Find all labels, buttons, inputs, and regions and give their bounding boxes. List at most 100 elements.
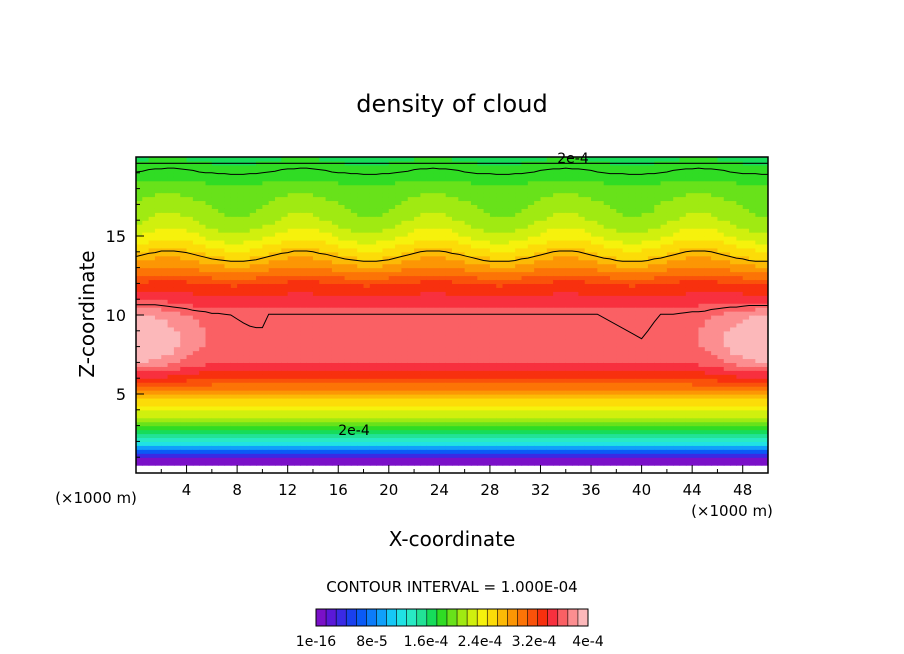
density-cell	[382, 172, 390, 178]
density-cell	[186, 243, 194, 249]
density-cell	[148, 390, 156, 395]
density-cell	[287, 208, 295, 213]
density-cell	[154, 247, 162, 253]
density-cell	[294, 354, 301, 360]
density-cell	[527, 303, 535, 308]
density-cell	[268, 461, 276, 466]
density-cell	[458, 307, 466, 312]
density-cell	[142, 232, 150, 237]
density-cell	[445, 255, 453, 261]
density-cell	[420, 342, 428, 348]
density-cell	[369, 180, 377, 186]
density-cell	[256, 394, 263, 399]
density-cell	[167, 405, 175, 411]
density-cell	[224, 350, 232, 356]
density-cell	[148, 421, 156, 427]
density-cell	[268, 413, 276, 419]
density-cell	[287, 196, 295, 202]
density-cell	[218, 322, 226, 328]
density-cell	[294, 247, 301, 253]
density-cell	[192, 212, 200, 217]
density-cell	[167, 453, 175, 458]
density-cell	[445, 299, 453, 304]
density-cell	[319, 263, 327, 269]
density-cell	[230, 338, 238, 344]
density-cell	[477, 409, 485, 415]
density-cell	[382, 350, 390, 356]
density-cell	[395, 267, 403, 273]
density-cell	[477, 184, 485, 190]
density-cell	[483, 192, 491, 198]
density-cell	[357, 417, 365, 423]
density-cell	[306, 243, 314, 249]
density-cell	[414, 338, 421, 344]
density-cell	[319, 413, 327, 419]
density-cell	[218, 401, 226, 407]
density-cell	[300, 338, 308, 344]
density-cell	[300, 386, 308, 391]
density-cell	[312, 239, 320, 245]
density-cell	[445, 441, 453, 446]
density-cell	[249, 283, 257, 288]
density-cell	[395, 425, 403, 431]
density-cell	[458, 326, 466, 332]
density-cell	[224, 255, 232, 261]
density-cell	[142, 409, 150, 415]
density-cell	[439, 200, 447, 205]
density-cell	[477, 453, 485, 458]
density-cell	[281, 200, 289, 205]
density-cell	[300, 212, 308, 217]
density-cell	[262, 303, 270, 308]
density-cell	[439, 224, 447, 229]
density-cell	[287, 346, 295, 352]
density-cell	[395, 212, 403, 217]
density-cell	[268, 247, 276, 253]
density-cell	[508, 315, 516, 320]
density-cell	[477, 350, 485, 356]
density-cell	[287, 164, 295, 170]
density-cell	[458, 188, 466, 194]
density-cell	[350, 457, 358, 462]
density-cell	[294, 429, 301, 435]
density-cell	[388, 417, 396, 423]
density-cell	[243, 200, 251, 205]
density-cell	[508, 180, 516, 186]
density-cell	[306, 417, 314, 423]
density-cell	[237, 188, 245, 194]
density-cell	[521, 311, 529, 316]
density-cell	[363, 220, 371, 225]
density-cell	[363, 461, 371, 466]
density-cell	[527, 417, 535, 423]
density-cell	[224, 362, 232, 367]
density-cell	[154, 401, 162, 407]
density-cell	[294, 239, 301, 245]
density-cell	[508, 243, 516, 249]
density-cell	[515, 224, 523, 229]
density-cell	[508, 220, 516, 225]
density-cell	[237, 425, 245, 431]
density-cell	[224, 247, 232, 253]
density-cell	[489, 224, 497, 229]
density-cell	[142, 204, 150, 209]
density-cell	[136, 239, 143, 245]
density-cell	[388, 433, 396, 439]
density-cell	[287, 184, 295, 190]
density-cell	[363, 172, 371, 178]
density-cell	[502, 239, 510, 245]
density-cell	[464, 204, 472, 209]
density-cell	[338, 168, 346, 174]
density-cell	[243, 445, 251, 450]
density-cell	[154, 449, 162, 454]
density-cell	[154, 180, 162, 186]
density-cell	[218, 354, 226, 360]
density-cell	[464, 394, 472, 399]
density-cell	[489, 303, 497, 308]
density-cell	[148, 236, 156, 241]
density-cell	[395, 271, 403, 277]
density-cell	[401, 330, 409, 336]
density-cell	[249, 200, 257, 205]
density-cell	[439, 315, 447, 320]
density-cell	[211, 342, 219, 348]
density-cell	[464, 433, 472, 439]
density-cell	[312, 220, 320, 225]
